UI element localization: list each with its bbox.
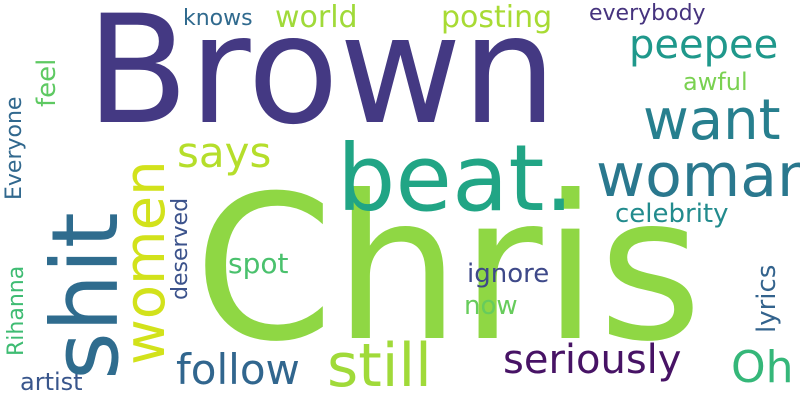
word-artist: artist — [20, 368, 83, 396]
word-peepee: peepee — [629, 22, 779, 68]
word-awful: awful — [683, 68, 748, 96]
word-want: want — [643, 88, 781, 153]
word-celebrity: celebrity — [615, 199, 729, 229]
word-spot: spot — [228, 247, 289, 280]
word-world: world — [275, 0, 358, 35]
word-women: women — [113, 160, 178, 365]
word-lyrics: lyrics — [752, 264, 782, 333]
word-rihanna: Rihanna — [4, 265, 29, 356]
word-posting: posting — [441, 0, 553, 35]
word-chris: Chris — [194, 153, 703, 386]
word-beat: beat. — [337, 125, 574, 232]
word-says: says — [177, 128, 272, 177]
word-everybody: everybody — [589, 1, 706, 26]
word-still: still — [327, 331, 432, 400]
word-feel: feel — [32, 58, 62, 107]
word-follow: follow — [176, 345, 300, 394]
word-seriously: seriously — [503, 337, 682, 383]
word-brown: Brown — [86, 0, 557, 158]
word-woman: woman — [596, 141, 800, 211]
word-now: now — [464, 291, 518, 321]
word-knows: knows — [183, 6, 253, 31]
word-oh: Oh — [731, 342, 794, 393]
word-deserved: deserved — [168, 197, 193, 300]
word-ignore: ignore — [467, 259, 550, 289]
word-everyone: Everyone — [2, 96, 27, 200]
